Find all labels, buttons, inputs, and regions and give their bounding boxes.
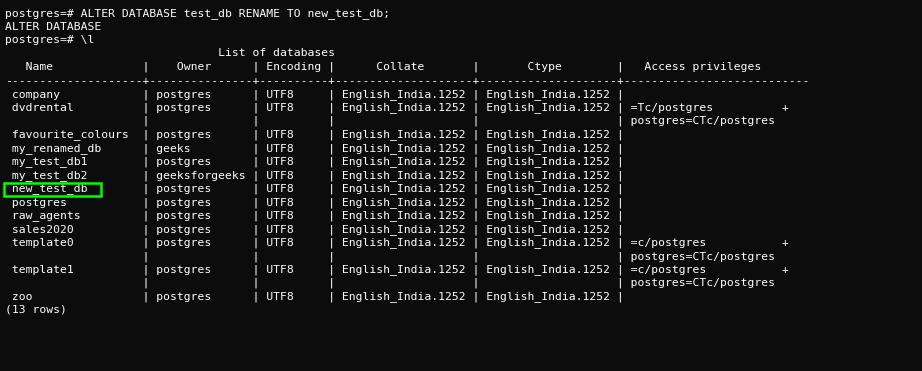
Text: company            | postgres      | UTF8     | English_India.1252 | English_Ind: company | postgres | UTF8 | English_Indi… xyxy=(5,89,631,100)
Text: (13 rows): (13 rows) xyxy=(5,305,67,315)
Text: List of databases: List of databases xyxy=(5,49,335,59)
Text: postgres=# \l: postgres=# \l xyxy=(5,35,94,45)
Text: --------------------+---------------+----------+--------------------+-----------: --------------------+---------------+---… xyxy=(5,76,810,85)
Text: favourite_colours  | postgres      | UTF8     | English_India.1252 | English_Ind: favourite_colours | postgres | UTF8 | En… xyxy=(5,129,631,140)
Text: template0          | postgres      | UTF8     | English_India.1252 | English_Ind: template0 | postgres | UTF8 | English_In… xyxy=(5,237,788,249)
Text: Name             |    Owner      | Encoding |      Collate       |       Ctype  : Name | Owner | Encoding | Collate | Ctyp… xyxy=(5,62,782,72)
Bar xyxy=(4,183,100,196)
Text: new_test_db        | postgres      | UTF8     | English_India.1252 | English_Ind: new_test_db | postgres | UTF8 | English_… xyxy=(5,184,631,194)
Text: my_test_db2        | geeksforgeeks | UTF8     | English_India.1252 | English_Ind: my_test_db2 | geeksforgeeks | UTF8 | Eng… xyxy=(5,170,631,181)
Text: postgres=# ALTER DATABASE test_db RENAME TO new_test_db;: postgres=# ALTER DATABASE test_db RENAME… xyxy=(5,8,390,19)
Text: postgres           | postgres      | UTF8     | English_India.1252 | English_Ind: postgres | postgres | UTF8 | English_Ind… xyxy=(5,197,631,208)
Text: ALTER DATABASE: ALTER DATABASE xyxy=(5,22,101,32)
Text: sales2020          | postgres      | UTF8     | English_India.1252 | English_Ind: sales2020 | postgres | UTF8 | English_In… xyxy=(5,224,631,235)
Text: zoo                | postgres      | UTF8     | English_India.1252 | English_Ind: zoo | postgres | UTF8 | English_India.12… xyxy=(5,292,631,302)
Text: my_test_db1        | postgres      | UTF8     | English_India.1252 | English_Ind: my_test_db1 | postgres | UTF8 | English_… xyxy=(5,157,631,167)
Text: |               |          |                    |                    | postgres=: | | | | | postgres= xyxy=(5,251,775,262)
Text: |               |          |                    |                    | postgres=: | | | | | postgres= xyxy=(5,278,775,289)
Text: dvdrental          | postgres      | UTF8     | English_India.1252 | English_Ind: dvdrental | postgres | UTF8 | English_In… xyxy=(5,102,788,114)
Text: my_renamed_db      | geeks         | UTF8     | English_India.1252 | English_Ind: my_renamed_db | geeks | UTF8 | English_I… xyxy=(5,143,631,154)
Text: template1          | postgres      | UTF8     | English_India.1252 | English_Ind: template1 | postgres | UTF8 | English_In… xyxy=(5,265,788,275)
Text: |               |          |                    |                    | postgres=: | | | | | postgres= xyxy=(5,116,775,127)
Text: raw_agents         | postgres      | UTF8     | English_India.1252 | English_Ind: raw_agents | postgres | UTF8 | English_I… xyxy=(5,210,631,221)
